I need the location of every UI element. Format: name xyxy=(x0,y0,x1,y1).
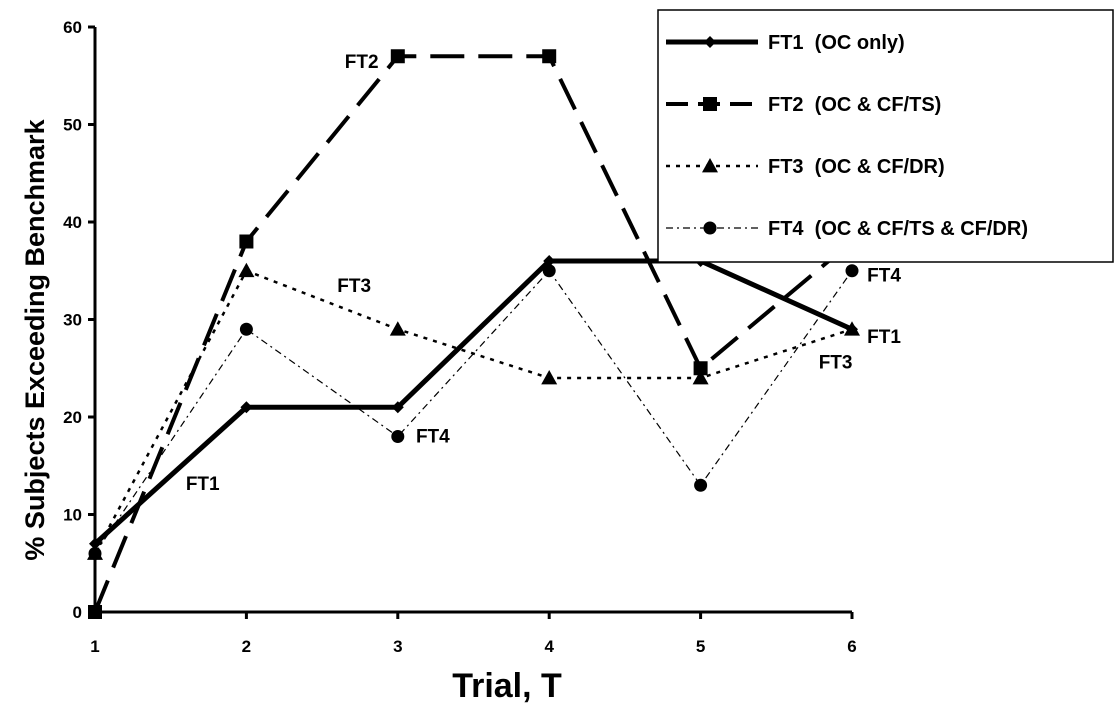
series-ft4 xyxy=(88,264,859,560)
series-ft1 xyxy=(89,255,858,550)
y-axis-title: % Subjects Exceeding Benchmark xyxy=(20,118,50,560)
diamond-marker xyxy=(240,401,253,414)
circle-marker xyxy=(239,322,253,336)
legend-entry: FT3 (OC & CF/DR) xyxy=(666,156,945,178)
series-annotation: FT4 xyxy=(867,265,901,286)
series-annotation: FT3 xyxy=(337,276,371,297)
triangle-marker xyxy=(702,158,718,173)
x-tick-label: 5 xyxy=(696,637,705,656)
series-line xyxy=(93,269,853,555)
legend-label: FT4 (OC & CF/TS & CF/DR) xyxy=(768,218,1028,240)
circle-marker xyxy=(845,264,859,278)
x-tick-label: 4 xyxy=(544,637,554,656)
diamond-marker xyxy=(391,401,404,414)
triangle-marker xyxy=(238,262,255,278)
square-marker xyxy=(703,97,717,111)
x-tick-label: 6 xyxy=(847,637,856,656)
y-axis-ticks: 0 10 20 30 40 50 60 xyxy=(63,18,95,622)
square-marker xyxy=(239,234,254,249)
x-tick-label: 1 xyxy=(90,637,99,656)
y-tick-label: 50 xyxy=(63,116,82,135)
legend: FT1 (OC only) FT2 (OC & CF/TS) FT3 (OC & C… xyxy=(657,9,1114,263)
legend-label: FT2 (OC & CF/TS) xyxy=(768,94,941,116)
series-annotation: FT4 xyxy=(416,426,450,447)
diamond-marker xyxy=(846,323,858,336)
legend-label: FT3 (OC & CF/DR) xyxy=(768,156,945,178)
x-axis-ticks: 1 2 3 4 5 6 xyxy=(90,612,857,656)
legend-label: FT1 (OC only) xyxy=(768,32,905,54)
series-annotation: FT2 xyxy=(345,52,379,73)
circle-marker xyxy=(391,430,405,443)
series-annotation: FT1 xyxy=(186,474,220,495)
series-line xyxy=(93,54,854,613)
series-layer xyxy=(87,49,860,619)
y-tick-label: 40 xyxy=(63,213,82,232)
x-tick-label: 2 xyxy=(242,637,251,656)
square-marker xyxy=(693,361,708,376)
legend-entry: FT4 (OC & CF/TS & CF/DR) xyxy=(666,218,1028,240)
y-tick-label: 0 xyxy=(73,603,82,622)
square-marker xyxy=(88,605,102,619)
triangle-marker xyxy=(87,545,103,560)
legend-entry: FT1 (OC only) xyxy=(666,32,905,54)
circle-marker xyxy=(703,221,717,235)
triangle-marker xyxy=(541,370,558,385)
triangle-marker xyxy=(389,321,406,336)
square-marker xyxy=(390,49,405,64)
triangle-marker xyxy=(692,370,709,385)
y-tick-label: 30 xyxy=(63,311,82,330)
x-tick-label: 3 xyxy=(393,637,402,656)
diamond-marker xyxy=(704,36,716,48)
diamond-marker xyxy=(543,255,556,267)
series-annotation: FT3 xyxy=(819,352,853,373)
y-tick-label: 60 xyxy=(63,18,82,37)
series-line xyxy=(94,270,853,554)
series-ft3 xyxy=(87,262,860,560)
x-axis-title: Trial, T xyxy=(452,667,562,705)
series-annotation: FT1 xyxy=(867,327,901,348)
legend-entry: FT2 (OC & CF/TS) xyxy=(666,94,941,116)
square-marker xyxy=(542,49,557,64)
y-tick-label: 20 xyxy=(63,408,82,427)
legend-box xyxy=(657,9,1114,263)
series-line xyxy=(93,258,854,546)
diamond-marker xyxy=(89,537,101,550)
circle-marker xyxy=(694,478,708,492)
y-tick-label: 10 xyxy=(63,506,82,525)
